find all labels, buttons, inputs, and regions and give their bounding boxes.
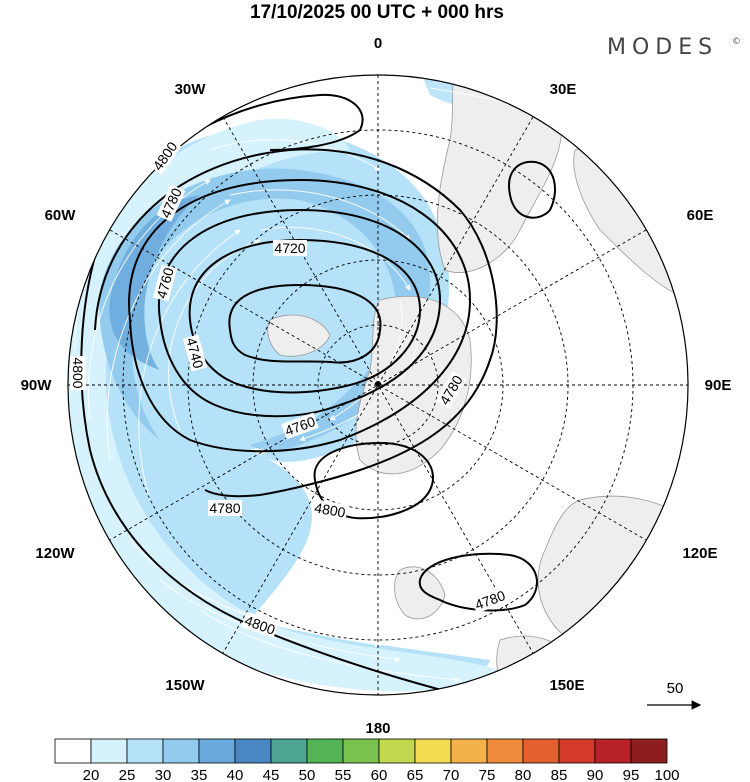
brand-logo: MODES	[607, 35, 718, 60]
colorbar-swatch	[630, 738, 668, 764]
colorbar-tick-label: 100	[654, 767, 679, 782]
chart-title: 17/10/2025 00 UTC + 000 hrs	[250, 2, 504, 23]
contour-label: 4720	[274, 240, 305, 256]
lon-label-150w: 150W	[165, 677, 205, 694]
colorbar-swatch	[342, 738, 380, 764]
colorbar: 20 25 30 35 40 45 50 55 60 65 70 75 80 85 90 95 100	[54, 738, 680, 782]
contour-4780-inner	[128, 178, 472, 453]
colorbar-swatch	[126, 738, 164, 764]
colorbar-swatch	[234, 738, 272, 764]
colorbar-tick-label: 60	[371, 767, 388, 782]
wind-reference: 50	[647, 680, 702, 710]
lon-label-30e: 30E	[550, 81, 577, 98]
colorbar-tick-label: 35	[191, 767, 208, 782]
colorbar-swatch	[270, 738, 308, 764]
contour-4740	[188, 238, 422, 394]
colorbar-swatch	[54, 738, 92, 764]
height-contours	[80, 93, 556, 695]
colorbar-swatch	[90, 738, 128, 764]
lon-label-90e: 90E	[705, 377, 732, 394]
colorbar-tick-label: 50	[299, 767, 316, 782]
wind-shade-core	[109, 195, 200, 370]
lon-label-30w: 30W	[175, 81, 207, 98]
colorbar-swatch	[306, 738, 344, 764]
lon-label-150e: 150E	[549, 677, 584, 694]
contour-label: 4740	[183, 336, 207, 370]
colorbar-swatch	[558, 738, 596, 764]
contour-4720	[228, 283, 382, 364]
lon-label-60w: 60W	[45, 207, 77, 224]
lon-label-60e: 60E	[687, 207, 714, 224]
colorbar-swatch	[414, 738, 452, 764]
contour-label-layer: 4800 4780 4760 4740 4720 4760 4780 4800 …	[70, 137, 509, 639]
contour-4800-east	[508, 160, 556, 219]
colorbar-tick-label: 45	[263, 767, 280, 782]
colorbar-tick-label: 30	[155, 767, 172, 782]
contour-label: 4780	[209, 500, 240, 516]
graticule	[68, 75, 688, 695]
colorbar-tick-label: 25	[119, 767, 136, 782]
colorbar-tick-label: 40	[227, 767, 244, 782]
lon-label-0: 0	[374, 35, 382, 52]
wind-reference-label: 50	[667, 680, 684, 697]
contour-label: 4800	[313, 499, 347, 520]
contour-4760	[157, 208, 442, 418]
map-border	[67, 74, 689, 696]
colorbar-swatch	[162, 738, 200, 764]
colorbar-swatch	[486, 738, 524, 764]
colorbar-tick-label: 65	[407, 767, 424, 782]
brand-mark: ©	[732, 37, 741, 47]
lon-label-90w: 90W	[21, 377, 53, 394]
colorbar-swatch	[198, 738, 236, 764]
colorbar-tick-label: 20	[83, 767, 100, 782]
colorbar-swatch	[378, 738, 416, 764]
colorbar-tick-label: 70	[443, 767, 460, 782]
colorbar-swatch	[450, 738, 488, 764]
land-arctic-islands	[267, 314, 331, 357]
contour-4780-southeast	[418, 552, 538, 612]
contour-4780-outer	[94, 148, 498, 498]
contour-label: 4800	[70, 357, 86, 388]
contour-label: 4760	[153, 266, 177, 300]
colorbar-swatch	[522, 738, 560, 764]
longitude-labels: 0 30E 60E 90E 120E 150E 180 150W 120W 90…	[21, 35, 732, 737]
colorbar-swatch	[594, 738, 632, 764]
land-greenland	[355, 296, 472, 475]
colorbar-tick-label: 95	[623, 767, 640, 782]
land-north-america	[537, 495, 688, 662]
lon-label-120w: 120W	[35, 545, 75, 562]
lon-label-180: 180	[365, 720, 390, 737]
lon-label-120e: 120E	[682, 545, 717, 562]
colorbar-tick-label: 85	[551, 767, 568, 782]
colorbar-tick-label: 90	[587, 767, 604, 782]
pole-marker	[375, 381, 381, 387]
colorbar-tick-label: 80	[515, 767, 532, 782]
colorbar-tick-label: 55	[335, 767, 352, 782]
colorbar-tick-label: 75	[479, 767, 496, 782]
